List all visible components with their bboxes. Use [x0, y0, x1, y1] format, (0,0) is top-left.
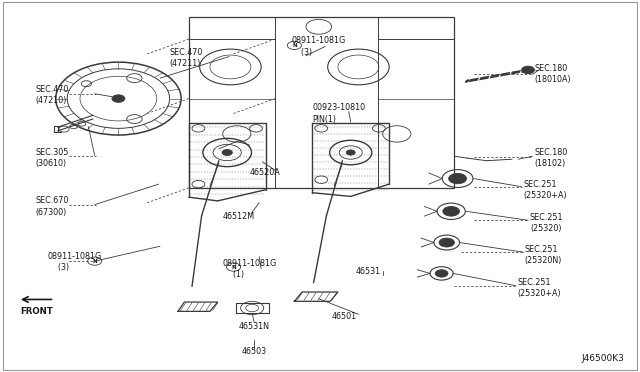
Text: 08911-1081G
    (1): 08911-1081G (1): [223, 259, 277, 279]
Text: FRONT: FRONT: [20, 307, 53, 316]
Text: N: N: [92, 259, 97, 264]
Text: N: N: [231, 264, 236, 270]
Text: N: N: [292, 43, 297, 48]
Text: SEC.305
(30610): SEC.305 (30610): [35, 148, 68, 168]
Circle shape: [222, 150, 232, 155]
Text: SEC.670
(67300): SEC.670 (67300): [35, 196, 68, 217]
Text: 46501: 46501: [332, 312, 356, 321]
Text: SEC.251
(25320+A): SEC.251 (25320+A): [517, 278, 561, 298]
Text: SEC.251
(25320+A): SEC.251 (25320+A): [524, 180, 567, 200]
Text: 08911-1081G
    (3): 08911-1081G (3): [48, 252, 102, 272]
Circle shape: [435, 270, 448, 277]
Text: SEC.180
(18010A): SEC.180 (18010A): [534, 64, 571, 84]
Text: 08911-1081G
    (3): 08911-1081G (3): [291, 36, 346, 57]
Circle shape: [112, 95, 125, 102]
Text: J46500K3: J46500K3: [581, 354, 624, 363]
Circle shape: [522, 66, 534, 74]
Circle shape: [443, 206, 460, 216]
Text: 46520A: 46520A: [250, 169, 280, 177]
Text: 46531: 46531: [355, 267, 380, 276]
Text: 46512M: 46512M: [223, 212, 255, 221]
Text: 00923-10810
PIN(1): 00923-10810 PIN(1): [312, 103, 365, 124]
Text: 46531N: 46531N: [239, 322, 269, 331]
Text: 46503: 46503: [241, 347, 267, 356]
Text: SEC.470
(47210): SEC.470 (47210): [35, 85, 68, 105]
Circle shape: [449, 173, 467, 184]
Text: SEC.251
(25320N): SEC.251 (25320N): [525, 245, 562, 265]
Circle shape: [346, 150, 355, 155]
Text: SEC.470
(47211): SEC.470 (47211): [170, 48, 203, 68]
Text: SEC.251
(25320): SEC.251 (25320): [530, 213, 563, 233]
Text: SEC.180
(18102): SEC.180 (18102): [534, 148, 568, 168]
Circle shape: [439, 238, 454, 247]
